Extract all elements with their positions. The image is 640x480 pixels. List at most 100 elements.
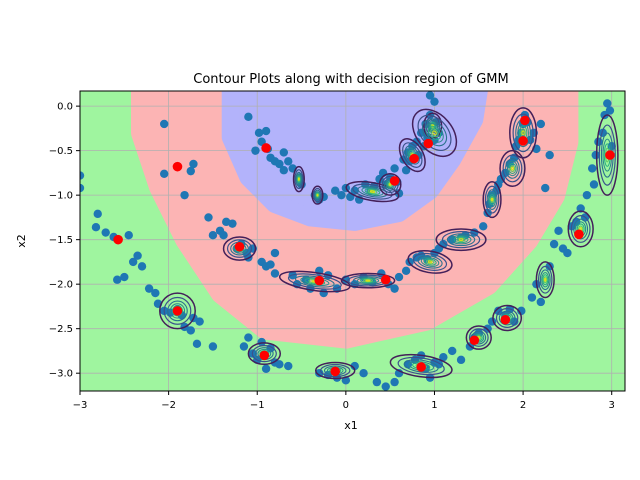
component-mean [172, 306, 183, 316]
data-point [541, 183, 550, 193]
contour-level [441, 231, 481, 249]
component-mean [500, 314, 511, 325]
component-mean [261, 143, 271, 153]
contour-level [340, 272, 396, 289]
data-point [180, 190, 189, 200]
data-point [447, 235, 457, 244]
data-point [279, 148, 289, 157]
data-point [270, 248, 280, 258]
data-point [372, 377, 382, 387]
x-tick-label: −2 [161, 400, 176, 411]
contour-level [404, 145, 420, 165]
contour-level [381, 175, 399, 194]
contour-level [498, 310, 516, 326]
contour-level [508, 162, 517, 174]
contour-level [488, 191, 497, 208]
data-point [319, 288, 328, 298]
data-point [91, 223, 101, 232]
contour-level [535, 261, 555, 299]
contour-level [397, 356, 445, 376]
contour-level [163, 296, 192, 325]
data-point [128, 257, 138, 267]
contour-level [432, 130, 437, 136]
contour-level [369, 190, 376, 193]
contour-level [402, 142, 423, 168]
data-point [113, 275, 122, 284]
data-point [315, 368, 324, 378]
axes-frame [79, 90, 626, 392]
data-point [151, 288, 160, 298]
contour-level [435, 228, 487, 252]
region-inner [221, 91, 488, 231]
contour-level [420, 256, 440, 267]
data-point [261, 364, 271, 373]
contour-level [295, 171, 303, 187]
data-point [208, 342, 218, 351]
y-tick-label: −3.0 [49, 369, 73, 380]
data-point [270, 269, 280, 278]
contour-level [297, 177, 300, 181]
contour-level [365, 279, 371, 282]
data-point [527, 293, 537, 302]
contour-level [567, 210, 594, 248]
data-point [350, 361, 359, 371]
contour-level [319, 363, 351, 378]
contour-level [598, 124, 616, 186]
contour-level [490, 196, 495, 204]
data-point [461, 231, 470, 240]
data-point [401, 166, 411, 175]
data-point [208, 231, 218, 240]
contour-level [539, 269, 551, 291]
contour-level [314, 189, 321, 201]
data-point [494, 306, 503, 316]
contour-level [425, 259, 435, 265]
contour-level [502, 154, 523, 183]
component-mean [423, 138, 434, 149]
contour-level [446, 233, 476, 247]
gmm-contour [567, 210, 594, 248]
contour-level [482, 181, 502, 219]
x-tick-label: −3 [73, 400, 88, 411]
data-point [261, 126, 271, 136]
contour-level [509, 164, 516, 172]
component-mean [605, 150, 615, 160]
data-point [137, 262, 147, 271]
contour-level [521, 130, 525, 136]
contour-level [543, 277, 547, 282]
contour-level [427, 125, 442, 140]
contour-level [413, 252, 448, 271]
component-mean [409, 153, 419, 164]
contour-level [537, 265, 553, 294]
contour-level [411, 108, 458, 158]
contour-level [468, 328, 489, 347]
data-point [284, 361, 293, 371]
component-mean [416, 362, 426, 372]
contour-level [510, 166, 515, 171]
x-tick-label: −1 [250, 400, 265, 411]
data-point [331, 186, 340, 195]
contour-level [465, 325, 492, 350]
contour-level [542, 274, 549, 286]
contour-level [378, 173, 402, 196]
data-point [603, 99, 612, 108]
contour-level [226, 239, 253, 258]
contour-level [364, 188, 381, 195]
x-axis-ticks: −3 −2 −1 0 1 2 3 [73, 391, 615, 411]
contour-level [407, 249, 453, 274]
gmm-contour [311, 185, 324, 205]
contour-level [345, 180, 400, 203]
contour-level [495, 308, 519, 328]
contour-level [425, 122, 444, 143]
data-point [159, 119, 169, 129]
contour-level [403, 359, 439, 373]
contour-level [367, 189, 378, 194]
contour-level [417, 255, 443, 269]
contour-level [296, 175, 301, 184]
data-point [337, 190, 346, 200]
contour-level [169, 303, 186, 319]
data-point [144, 284, 154, 293]
contour-level [296, 173, 302, 185]
contour-level [486, 189, 498, 210]
data-point [101, 228, 110, 237]
contour-level [427, 260, 433, 264]
